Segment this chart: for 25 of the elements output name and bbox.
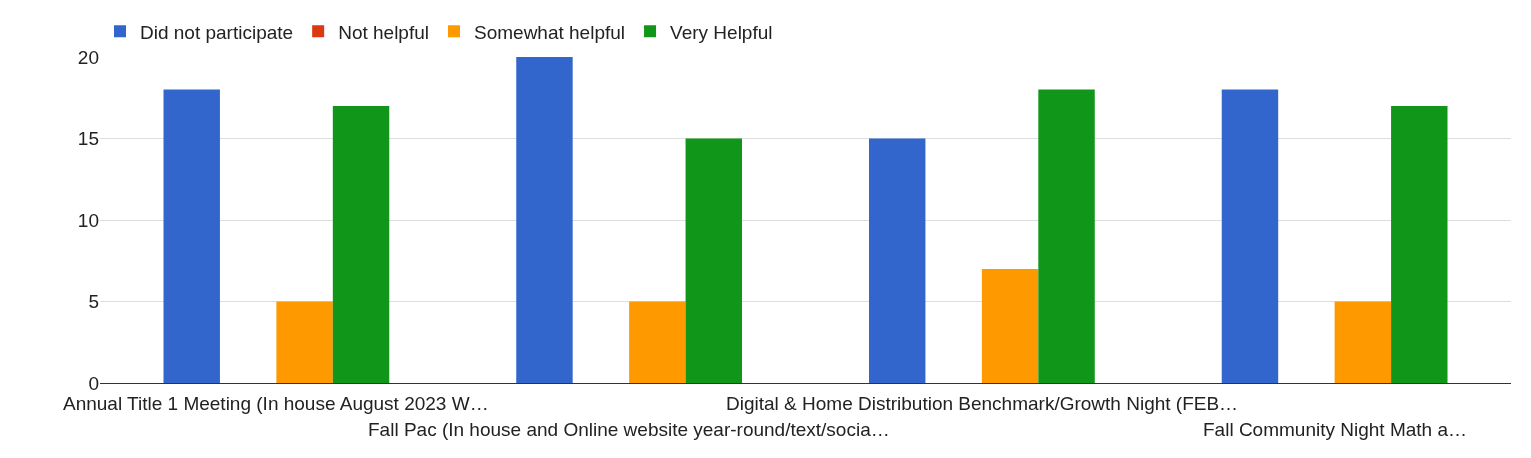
- bar: [1391, 105, 1448, 383]
- bar: [163, 89, 220, 383]
- legend-label: Not helpful: [338, 21, 429, 43]
- bar: [1038, 89, 1095, 383]
- legend-label: Somewhat helpful: [474, 21, 626, 43]
- bar: [1334, 301, 1392, 383]
- y-tick-label: 10: [77, 209, 99, 231]
- bar: [869, 138, 926, 383]
- bar: [332, 105, 390, 383]
- bar: [1221, 89, 1279, 383]
- bar: [516, 57, 573, 383]
- x-tick-label: Fall Pac (In house and Online website year-round/text/socia…: [368, 419, 890, 440]
- x-tick-label: Digital & Home Distribution Benchmark/Growth Night (FEB…: [726, 393, 1239, 414]
- y-tick-label: 15: [77, 128, 99, 150]
- legend-label: Very Helpful: [670, 21, 773, 43]
- bar: [981, 268, 1039, 383]
- legend-label: Did not participate: [140, 21, 294, 43]
- bar: [276, 301, 333, 383]
- y-tick-label: 5: [88, 291, 99, 313]
- bar: [685, 138, 742, 383]
- y-tick-label: 20: [77, 46, 99, 68]
- x-tick-label: Fall Community Night Math a…: [1203, 419, 1467, 440]
- y-tick-label: 0: [88, 372, 99, 394]
- x-tick-label: Annual Title 1 Meeting (In house August 2023 W…: [63, 393, 489, 414]
- bar: [629, 301, 686, 383]
